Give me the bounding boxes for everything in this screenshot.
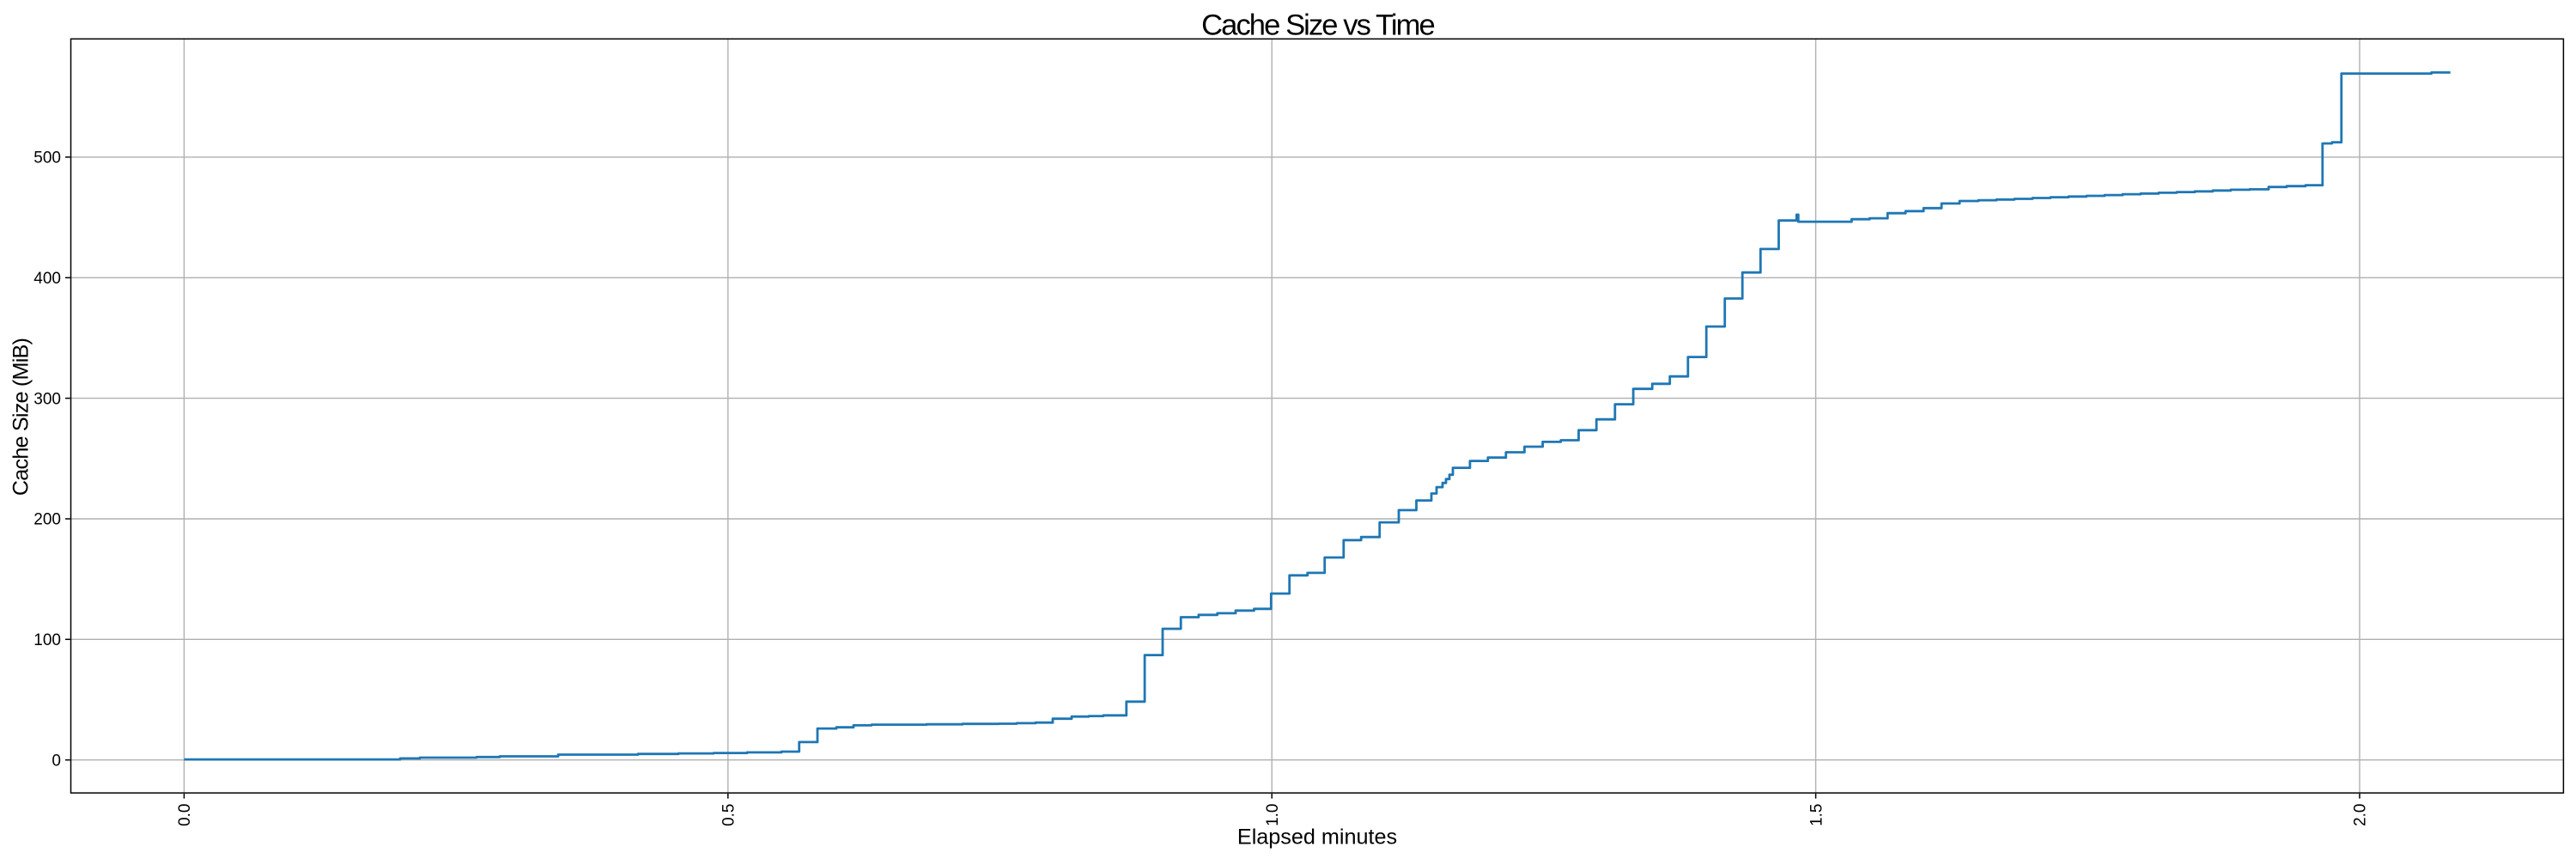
svg-text:400: 400	[33, 270, 61, 288]
svg-text:200: 200	[33, 511, 61, 529]
svg-text:0.0: 0.0	[176, 804, 194, 826]
svg-text:2.0: 2.0	[2352, 804, 2370, 826]
svg-text:Cache Size vs Time: Cache Size vs Time	[1201, 9, 1434, 41]
svg-text:300: 300	[33, 390, 61, 408]
svg-text:500: 500	[33, 149, 61, 168]
svg-text:0.5: 0.5	[720, 804, 738, 826]
svg-text:1.0: 1.0	[1264, 804, 1282, 826]
svg-text:1.5: 1.5	[1807, 804, 1826, 826]
svg-text:Cache Size (MiB): Cache Size (MiB)	[9, 338, 33, 496]
svg-text:Elapsed minutes: Elapsed minutes	[1237, 825, 1397, 850]
svg-text:0: 0	[52, 752, 61, 770]
svg-text:100: 100	[33, 631, 61, 649]
